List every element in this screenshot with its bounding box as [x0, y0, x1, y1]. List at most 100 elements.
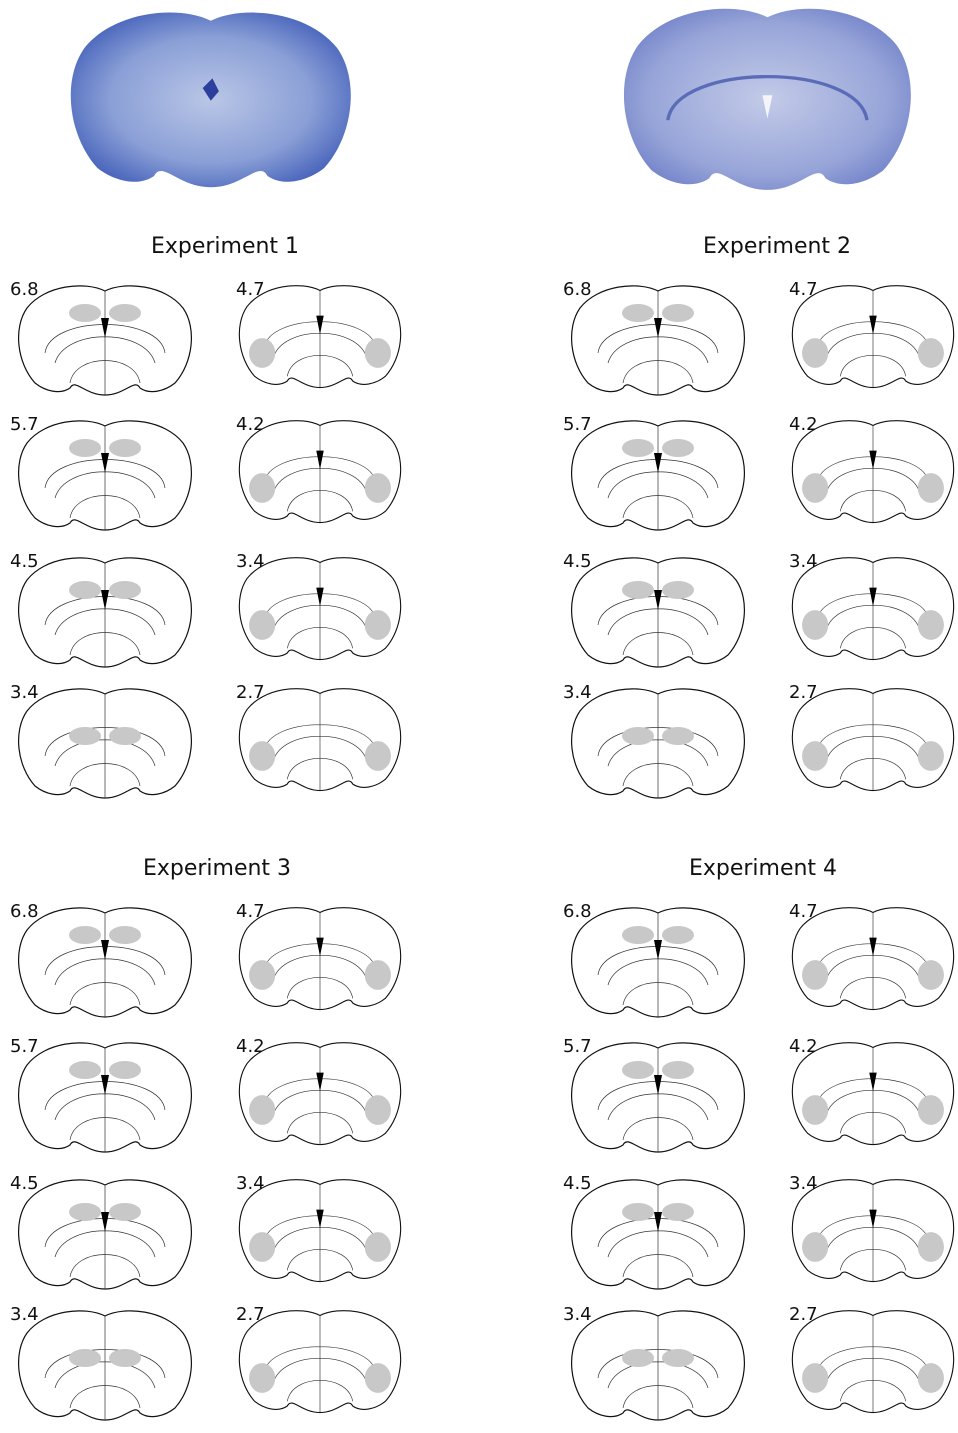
lesion: [69, 926, 101, 944]
lesion: [918, 741, 944, 771]
lesion: [802, 1363, 828, 1393]
section-drawing: [19, 286, 192, 395]
section-drawing: [239, 1311, 400, 1413]
section-drawing: [572, 558, 745, 667]
lesion: [802, 338, 828, 368]
section-drawing: [239, 1180, 400, 1282]
lesion: [249, 610, 275, 640]
lesion: [622, 1061, 654, 1079]
section-drawing: [792, 908, 953, 1010]
section-drawing: [792, 1311, 953, 1413]
lesion: [249, 1232, 275, 1262]
lesion: [662, 727, 694, 745]
section-label: 6.8: [563, 279, 592, 300]
section-drawing: [792, 689, 953, 791]
panel-title: Experiment 2: [703, 234, 851, 259]
section-drawing: [19, 1180, 192, 1289]
panel-title: Experiment 3: [143, 856, 291, 881]
lesion: [622, 1349, 654, 1367]
lesion: [918, 1232, 944, 1262]
lesion: [662, 439, 694, 457]
section-drawing: [19, 1043, 192, 1152]
lesion: [622, 727, 654, 745]
section-label: 4.5: [563, 1173, 592, 1194]
lesion: [365, 1363, 391, 1393]
section-drawing: [19, 689, 192, 798]
section-drawing: [572, 286, 745, 395]
lesion: [249, 741, 275, 771]
lesion: [365, 1095, 391, 1125]
lesion: [802, 741, 828, 771]
lesion: [365, 610, 391, 640]
lesion: [662, 1203, 694, 1221]
section-drawing: [19, 558, 192, 667]
lesion: [918, 960, 944, 990]
lesion: [622, 581, 654, 599]
lesion: [365, 960, 391, 990]
section-drawing: [239, 1043, 400, 1145]
section-drawing: [19, 421, 192, 530]
lesion: [918, 1095, 944, 1125]
lesion: [802, 1232, 828, 1262]
lesion: [249, 338, 275, 368]
lesion: [109, 581, 141, 599]
figure: Experiment 16.85.74.53.44.74.23.42.7Expe…: [0, 0, 958, 1433]
lesion: [109, 304, 141, 322]
stained-section-2: [624, 9, 911, 190]
section-drawing: [239, 689, 400, 791]
section-drawing: [572, 908, 745, 1017]
section-label: 6.8: [10, 901, 39, 922]
section-drawing: [572, 1043, 745, 1152]
section-label: 3.4: [10, 1304, 39, 1325]
lesion: [802, 473, 828, 503]
lesion: [918, 1363, 944, 1393]
lesion: [249, 1095, 275, 1125]
lesion: [69, 439, 101, 457]
lesion: [662, 304, 694, 322]
stained-section-1: [71, 13, 351, 188]
section-label: 3.4: [563, 1304, 592, 1325]
lesion: [69, 1349, 101, 1367]
section-drawing: [792, 421, 953, 523]
section-drawing: [239, 908, 400, 1010]
section-label: 3.4: [563, 682, 592, 703]
panel-title: Experiment 1: [151, 234, 299, 259]
lesion: [365, 473, 391, 503]
section-label: 5.7: [563, 414, 592, 435]
section-drawing: [792, 558, 953, 660]
section-drawing: [239, 421, 400, 523]
lesion: [662, 1349, 694, 1367]
lesion: [109, 727, 141, 745]
section-drawing: [572, 1180, 745, 1289]
lesion: [69, 581, 101, 599]
lesion: [69, 1203, 101, 1221]
panel-title: Experiment 4: [689, 856, 837, 881]
section-drawing: [792, 1180, 953, 1282]
lesion: [249, 960, 275, 990]
section-drawing: [19, 908, 192, 1017]
section-label: 5.7: [10, 414, 39, 435]
lesion: [622, 439, 654, 457]
lesion: [365, 338, 391, 368]
lesion: [802, 960, 828, 990]
section-drawing: [239, 558, 400, 660]
section-label: 6.8: [10, 279, 39, 300]
lesion: [109, 439, 141, 457]
lesion: [662, 1061, 694, 1079]
lesion: [69, 304, 101, 322]
lesion: [365, 741, 391, 771]
lesion: [662, 581, 694, 599]
lesion: [802, 1095, 828, 1125]
section-label: 4.5: [563, 551, 592, 572]
section-drawing: [572, 689, 745, 798]
lesion: [69, 727, 101, 745]
section-label: 4.5: [10, 551, 39, 572]
section-label: 4.5: [10, 1173, 39, 1194]
section-label: 6.8: [563, 901, 592, 922]
lesion: [662, 926, 694, 944]
section-drawing: [792, 1043, 953, 1145]
section-label: 5.7: [10, 1036, 39, 1057]
lesion: [69, 1061, 101, 1079]
lesion: [622, 926, 654, 944]
section-drawing: [572, 1311, 745, 1420]
